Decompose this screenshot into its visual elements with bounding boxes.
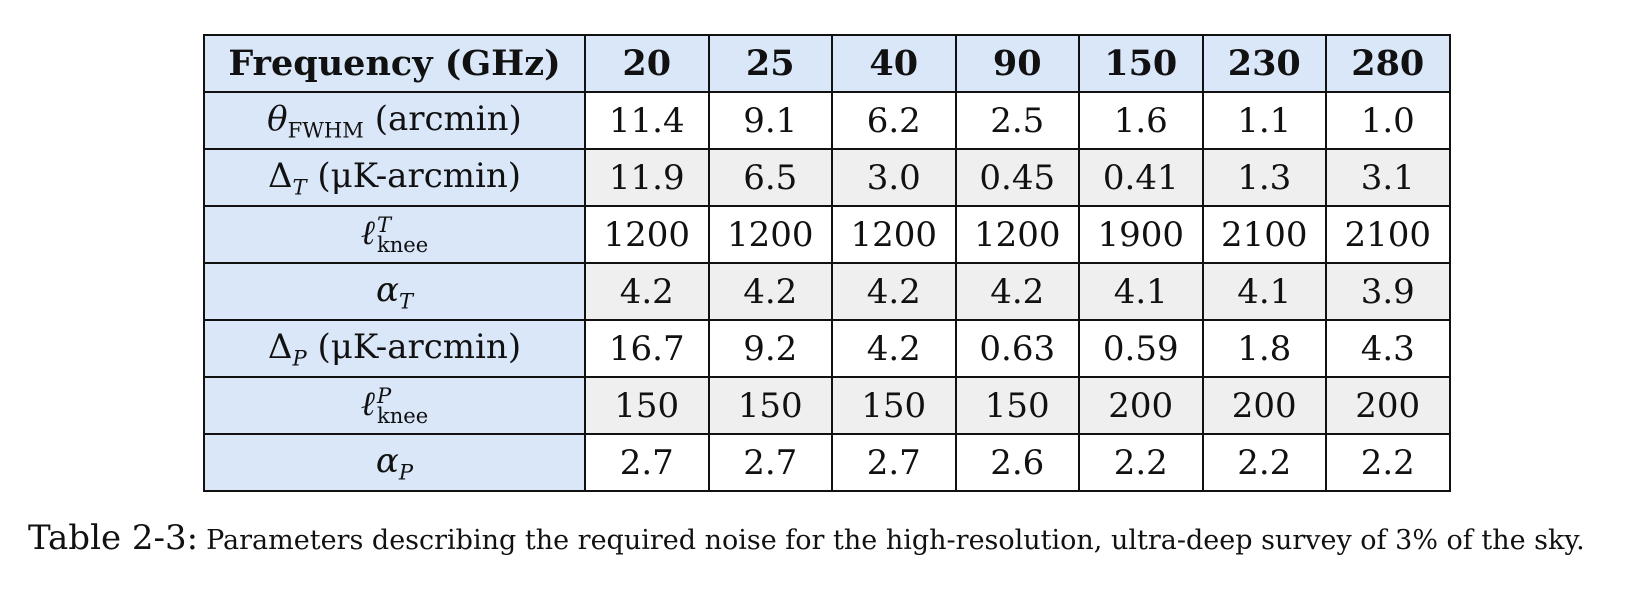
header-frequency-cell: 150 xyxy=(1078,34,1204,93)
table-cell: 4.2 xyxy=(831,262,957,321)
row-symbol: α xyxy=(375,269,399,310)
parameters-table-container: Frequency (GHz) 20 25 40 90 150 230 280 … xyxy=(203,34,1451,492)
table-cell: 9.2 xyxy=(707,319,833,378)
table-cell: 2.2 xyxy=(1078,433,1204,492)
table-cell: 3.9 xyxy=(1325,262,1451,321)
table-cell: 0.63 xyxy=(954,319,1080,378)
table-row-alpha-p: αP 2.7 2.7 2.7 2.6 2.2 2.2 2.2 xyxy=(203,433,1451,492)
table-row-alpha-t: αT 4.2 4.2 4.2 4.2 4.1 4.1 3.9 xyxy=(203,262,1451,321)
table-cell: 4.2 xyxy=(954,262,1080,321)
row-label: ΔP (μK-arcmin) xyxy=(203,319,586,378)
table-cell: 2100 xyxy=(1325,205,1451,264)
row-label: αT xyxy=(203,262,586,321)
row-symbol: Δ xyxy=(267,326,293,367)
table-cell: 4.2 xyxy=(584,262,710,321)
table-cell: 6.2 xyxy=(831,91,957,150)
table-cell: 1.3 xyxy=(1201,148,1327,207)
row-label: ΔT (μK-arcmin) xyxy=(203,148,586,207)
header-frequency-cell: 40 xyxy=(831,34,957,93)
row-superscript: T xyxy=(376,212,391,238)
table-cell: 0.41 xyxy=(1078,148,1204,207)
row-subscript: knee xyxy=(376,232,429,258)
row-superscript: P xyxy=(376,383,392,409)
table-cell: 1.0 xyxy=(1325,91,1451,150)
row-subscript: P xyxy=(398,459,414,485)
table-cell: 4.2 xyxy=(831,319,957,378)
row-subscript: P xyxy=(292,345,307,371)
table-header-row: Frequency (GHz) 20 25 40 90 150 230 280 xyxy=(203,34,1451,93)
row-unit: (arcmin) xyxy=(374,98,522,139)
table-row-delta-t: ΔT (μK-arcmin) 11.9 6.5 3.0 0.45 0.41 1.… xyxy=(203,148,1451,207)
table-cell: 1200 xyxy=(584,205,710,264)
table-cell: 0.45 xyxy=(954,148,1080,207)
table-cell: 200 xyxy=(1078,376,1204,435)
header-frequency-cell: 230 xyxy=(1201,34,1327,93)
table-cell: 1.1 xyxy=(1201,91,1327,150)
noise-parameters-table: Frequency (GHz) 20 25 40 90 150 230 280 … xyxy=(203,34,1451,492)
table-cell: 200 xyxy=(1325,376,1451,435)
table-cell: 2.5 xyxy=(954,91,1080,150)
table-row-beam-fwhm: θFWHM (arcmin) 11.4 9.1 6.2 2.5 1.6 1.1 … xyxy=(203,91,1451,150)
header-frequency-cell: 20 xyxy=(584,34,710,93)
table-caption: Table 2-3: Parameters describing the requ… xyxy=(28,518,1585,558)
table-cell: 3.0 xyxy=(831,148,957,207)
table-cell: 2.2 xyxy=(1201,433,1327,492)
table-cell: 150 xyxy=(954,376,1080,435)
row-symbol: ℓ xyxy=(360,384,375,425)
table-cell: 150 xyxy=(831,376,957,435)
table-cell: 1.6 xyxy=(1078,91,1204,150)
table-cell: 1200 xyxy=(954,205,1080,264)
table-cell: 3.1 xyxy=(1325,148,1451,207)
table-cell: 4.1 xyxy=(1078,262,1204,321)
table-cell: 0.59 xyxy=(1078,319,1204,378)
table-cell: 11.4 xyxy=(584,91,710,150)
table-cell: 4.1 xyxy=(1201,262,1327,321)
row-subscript: FWHM xyxy=(287,117,364,143)
row-symbol: Δ xyxy=(267,155,293,196)
table-cell: 200 xyxy=(1201,376,1327,435)
row-subscript: T xyxy=(398,288,414,314)
row-subscript: T xyxy=(292,174,307,200)
table-cell: 150 xyxy=(584,376,710,435)
table-cell: 2.7 xyxy=(707,433,833,492)
row-unit: (μK-arcmin) xyxy=(317,155,522,196)
row-subscript: knee xyxy=(376,403,429,429)
header-frequency-label: Frequency (GHz) xyxy=(203,34,586,93)
table-cell: 4.2 xyxy=(707,262,833,321)
row-label: θFWHM (arcmin) xyxy=(203,91,586,150)
table-cell: 6.5 xyxy=(707,148,833,207)
table-cell: 1200 xyxy=(831,205,957,264)
table-cell: 1200 xyxy=(707,205,833,264)
header-frequency-cell: 280 xyxy=(1325,34,1451,93)
row-symbol: α xyxy=(375,440,399,481)
table-cell: 9.1 xyxy=(707,91,833,150)
table-cell: 150 xyxy=(707,376,833,435)
table-row-delta-p: ΔP (μK-arcmin) 16.7 9.2 4.2 0.63 0.59 1.… xyxy=(203,319,1451,378)
table-cell: 2.6 xyxy=(954,433,1080,492)
row-symbol: ℓ xyxy=(360,213,375,254)
table-cell: 2.2 xyxy=(1325,433,1451,492)
caption-text: Parameters describing the required noise… xyxy=(206,525,1585,556)
row-label: αP xyxy=(203,433,586,492)
row-unit: (μK-arcmin) xyxy=(317,326,522,367)
table-cell: 11.9 xyxy=(584,148,710,207)
caption-label: Table 2-3: xyxy=(28,518,199,558)
row-symbol: θ xyxy=(267,98,288,139)
table-cell: 4.3 xyxy=(1325,319,1451,378)
table-cell: 1900 xyxy=(1078,205,1204,264)
header-frequency-cell: 90 xyxy=(954,34,1080,93)
header-frequency-cell: 25 xyxy=(707,34,833,93)
table-cell: 2100 xyxy=(1201,205,1327,264)
table-cell: 2.7 xyxy=(584,433,710,492)
table-cell: 1.8 xyxy=(1201,319,1327,378)
table-cell: 2.7 xyxy=(831,433,957,492)
table-cell: 16.7 xyxy=(584,319,710,378)
